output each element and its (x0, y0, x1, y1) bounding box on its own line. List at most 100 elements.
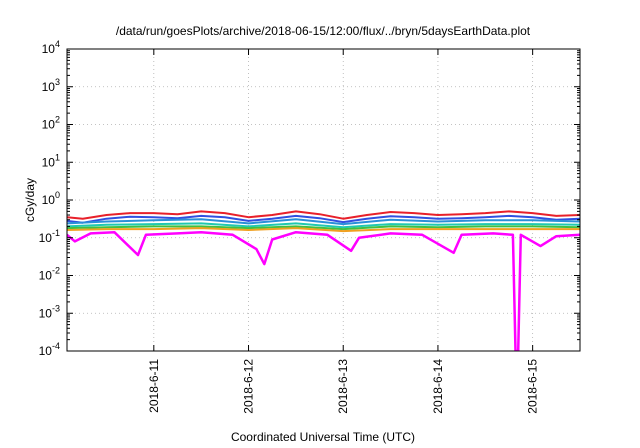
series-7-point (326, 234, 329, 236)
series-7-point (137, 254, 139, 256)
series-1-point (555, 215, 557, 217)
series-2-point (342, 221, 344, 223)
series-6-point (437, 228, 439, 230)
series-5-point (532, 225, 534, 227)
series-6-point (295, 227, 297, 229)
series-5-point (247, 227, 250, 229)
y-tick-label: 100 (42, 190, 60, 207)
series-1-point (389, 211, 392, 213)
series-4-point (153, 223, 155, 225)
series-line-4 (67, 222, 580, 229)
series-5-point (200, 225, 202, 227)
x-axis-label: Coordinated Universal Time (UTC) (231, 430, 415, 444)
x-tick-label: 2018-6-13 (336, 359, 350, 414)
series-2-point (295, 215, 297, 217)
chart-title: /data/run/goesPlots/archive/2018-06-15/1… (116, 24, 531, 38)
series-1-point (508, 210, 510, 212)
series-1-point (82, 218, 84, 220)
series-1-point (176, 213, 179, 215)
series-7-point (200, 231, 202, 233)
series-1-point (224, 212, 226, 214)
series-7-point (145, 234, 147, 236)
series-4-point (437, 224, 439, 226)
series-6-point (484, 228, 486, 230)
series-2-point (129, 216, 131, 218)
series-3-point (105, 220, 108, 223)
series-3-point (342, 223, 344, 225)
series-3-point (532, 219, 534, 221)
series-7-point (295, 231, 297, 233)
series-5-point (153, 225, 155, 227)
series-line-7 (67, 230, 580, 351)
series-2-point (461, 217, 463, 219)
series-6-point (342, 230, 344, 232)
series-7-point (421, 234, 423, 236)
y-tick-label: 10-4 (39, 341, 60, 358)
series-4-point (484, 223, 486, 225)
series-2-point (389, 215, 392, 217)
series-3-point (247, 222, 250, 224)
series-5-point (342, 228, 344, 230)
series-7-point (74, 240, 76, 243)
series-5-point (484, 225, 486, 227)
series-1-point (200, 210, 202, 212)
series-7-point (520, 234, 522, 236)
series-3-point (437, 220, 439, 223)
series-2-point (532, 216, 534, 218)
series-1-point (318, 213, 321, 215)
series-7-point (350, 250, 352, 252)
series-7-point (255, 248, 258, 250)
series-6-point (247, 229, 250, 231)
series-5-point (295, 225, 297, 227)
y-tick-label: 10-2 (39, 266, 60, 283)
series-2-point (153, 216, 155, 218)
series-6-point (532, 228, 534, 230)
series-2-point (200, 215, 202, 217)
series-1-point (366, 214, 368, 216)
series-group (67, 210, 580, 351)
series-4-point (532, 223, 534, 225)
series-1-point (461, 213, 463, 215)
y-tick-label: 101 (42, 152, 60, 169)
series-2-point (413, 216, 415, 218)
series-1-point (153, 212, 155, 214)
series-1-point (247, 216, 250, 218)
series-2-point (271, 218, 273, 220)
series-line-3 (67, 218, 580, 226)
series-2-point (484, 216, 486, 218)
y-tick-label: 10-1 (39, 228, 60, 245)
series-4-point (342, 226, 344, 228)
series-1-point (105, 214, 108, 216)
series-7-point (461, 234, 463, 236)
series-7-point (113, 231, 115, 233)
series-3-point (200, 218, 202, 220)
series-2-point (366, 218, 368, 220)
series-1-point (129, 212, 131, 214)
series-4-point (295, 222, 297, 224)
y-tick-label: 104 (42, 39, 60, 56)
series-7-point (358, 237, 360, 239)
series-6-point (153, 228, 155, 230)
series-3-point (389, 219, 392, 221)
series-1-point (532, 212, 534, 214)
x-tick-label: 2018-6-14 (431, 359, 445, 414)
x-tick-label: 2018-6-11 (147, 359, 161, 413)
series-4-point (389, 223, 392, 225)
series-7-point (90, 232, 92, 235)
series-5-point (105, 226, 108, 228)
y-tick-label: 103 (42, 77, 60, 94)
series-5-point (437, 226, 439, 228)
series-7-point (512, 234, 514, 236)
series-4-point (200, 222, 202, 224)
series-1-point (413, 212, 415, 214)
series-3-point (153, 219, 155, 221)
series-line-6 (67, 227, 580, 233)
grid (67, 49, 580, 351)
series-6-point (105, 228, 108, 230)
x-tick-label: 2018-6-12 (242, 359, 256, 414)
series-7-point (232, 234, 234, 236)
series-1-point (437, 214, 439, 216)
series-7-point (176, 232, 179, 235)
y-tick-label: 102 (42, 115, 60, 132)
